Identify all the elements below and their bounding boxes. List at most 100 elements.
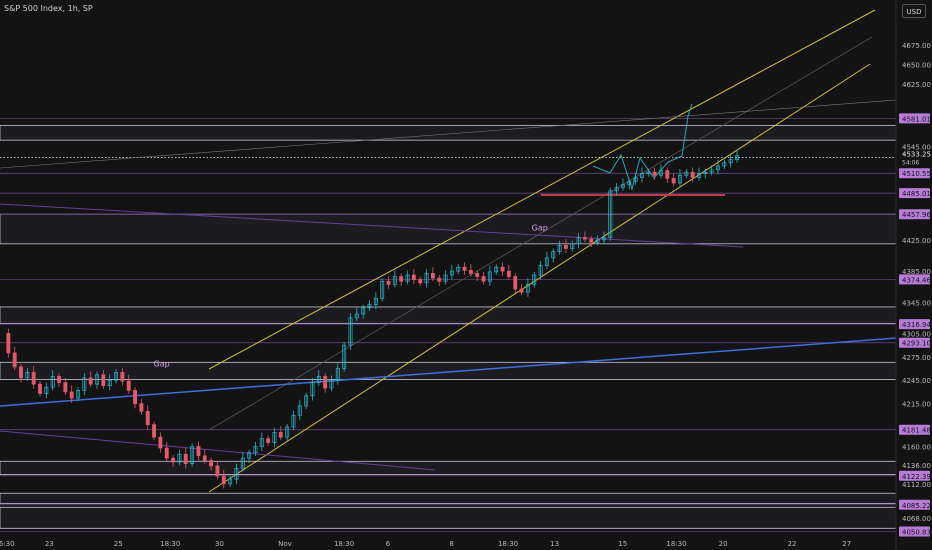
y-tick-label: 4650.00 [902,62,931,70]
y-tick-label: 4275.00 [902,354,931,362]
candle-body [31,372,36,385]
candle-body [538,265,543,276]
purple-trendline [0,203,744,248]
candle-body [215,465,220,477]
candle-body [494,266,499,273]
candle-body [735,155,739,160]
candle-body [158,436,163,449]
level-badge [899,274,930,285]
candle-body [329,379,334,389]
candle-body [380,280,385,299]
candle-body [557,245,562,252]
candle-body [247,452,252,459]
candle-body [310,382,315,397]
candle-body [411,274,416,281]
gap-zone [0,124,897,141]
candle-body [620,184,625,189]
candle-body [95,374,99,385]
candle-body [468,269,473,274]
candle-body [652,171,657,176]
y-tick-label: 4160.00 [902,443,931,451]
candle-body [608,190,613,238]
y-tick-label: 4385.00 [902,268,931,276]
channel-mid [208,36,873,431]
purple-trendline-lower [0,430,436,471]
x-tick-label: 20 [719,540,728,548]
grey-trendline [0,99,897,169]
candle-body [690,171,695,178]
candle-body [82,377,87,391]
candle-body [678,174,682,184]
projection-path [592,103,693,191]
candle-body [240,457,245,469]
level-label: 4374.46 [902,276,931,284]
candle-body [703,171,708,175]
y-tick-label: 4675.00 [902,42,931,50]
y-tick-label: 4425.00 [902,237,931,245]
candle-body [570,243,575,249]
candle-body [462,266,467,271]
candle-body [646,171,651,175]
time-scale[interactable]: 16:30 23 25 18:30 30 Nov 18:30 6 8 18:30 13 15 18:30… [0,540,851,548]
candle-body [386,280,391,285]
candle-body [272,432,277,443]
price-scale[interactable]: 4675.00 4650.00 4625.00 4545.00 4425.00 4385.… [899,42,931,537]
candle-body [164,447,169,459]
candle-body [475,273,480,277]
y-tick-label: 4545.00 [902,143,931,151]
y-tick-label: 4136.00 [902,462,931,470]
candle-body [481,276,486,282]
y-tick-label: 4245.00 [902,377,931,385]
gap-zones [0,124,897,529]
x-tick-label: 23 [45,540,54,548]
candle-body [506,270,511,277]
level-label: 4457.96 [902,211,931,219]
trend-lines [0,9,897,493]
level-label: 4316.94 [902,321,931,329]
x-tick-label: 16:30 [0,540,15,548]
candle-body [190,446,195,464]
candle-body [133,390,138,404]
x-tick-label: 18:30 [666,540,686,548]
candle-body [228,478,233,485]
candle-body [266,438,271,443]
channel-upper [208,9,876,370]
candle-body [19,366,23,379]
candle-body [101,374,106,387]
candle-body [576,237,581,245]
currency-button[interactable]: USD [902,4,926,18]
candle-body [551,251,556,259]
candle-body [399,276,404,282]
candle-body [171,457,176,463]
candles [6,149,739,489]
candle-body [424,273,429,284]
y-tick-label: 4112.00 [902,481,931,489]
level-badge [899,113,930,124]
candle-body [354,313,359,319]
candle-body [633,177,638,182]
candle-body [202,455,207,461]
candle-body [373,298,378,305]
candle-body [88,377,93,385]
countdown-label: 54:06 [902,160,919,167]
candle-body [443,274,448,282]
candle-body [367,304,372,309]
candle-body [627,181,632,185]
annotations: Gap Gap [154,224,548,369]
candle-body [285,426,290,438]
gap-zone [0,213,897,245]
candle-body [139,403,144,412]
gap-zone [0,460,897,475]
candle-body [532,274,537,285]
x-tick-label: 27 [842,540,851,548]
y-tick-label: 4215.00 [902,401,931,409]
candle-body [671,178,676,184]
candle-body [665,170,670,179]
level-label: 4581.01 [902,115,931,123]
candle-body [50,375,55,388]
level-badge [899,526,930,537]
x-tick-label: 8 [449,540,453,548]
level-label: 4122.39 [902,473,931,481]
level-badge [899,209,930,220]
